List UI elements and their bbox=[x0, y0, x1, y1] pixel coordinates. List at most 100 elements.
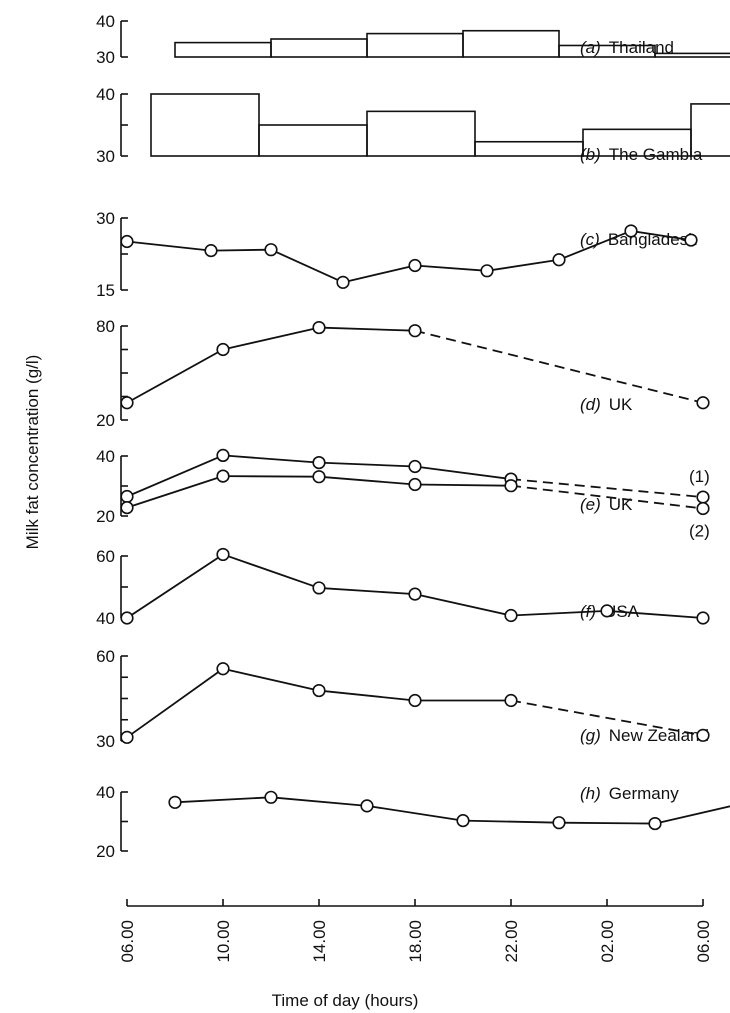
data-point bbox=[204, 244, 218, 258]
series-segment bbox=[210, 248, 272, 252]
panel-3: 80 20 (d) UK bbox=[96, 317, 710, 430]
data-point bbox=[120, 234, 134, 249]
data-point bbox=[648, 816, 662, 831]
data-point bbox=[504, 693, 518, 708]
panel-label: (h) Germany bbox=[580, 784, 679, 803]
panel-letter: (h) bbox=[580, 784, 601, 803]
series-segment bbox=[222, 667, 320, 692]
series-segment bbox=[126, 454, 224, 498]
data-point bbox=[600, 604, 614, 618]
x-axis: 06.00 10.00 14.00 18.00 22.00 02.00 06.00 bbox=[118, 899, 713, 963]
data-point bbox=[120, 396, 134, 410]
series-label: (1) bbox=[689, 467, 710, 486]
series-segment bbox=[318, 326, 416, 332]
series-segment bbox=[414, 329, 704, 404]
bar bbox=[258, 124, 368, 157]
y-tick-label: 60 bbox=[96, 647, 115, 666]
series-segment bbox=[174, 796, 272, 804]
bar bbox=[462, 29, 560, 58]
data-point bbox=[684, 233, 698, 247]
series-segment bbox=[510, 478, 704, 498]
series-segment bbox=[510, 699, 704, 737]
series-segment bbox=[558, 821, 656, 825]
y-tick-label: 60 bbox=[96, 547, 115, 566]
data-point bbox=[120, 611, 134, 625]
y-tick-label: 20 bbox=[96, 507, 115, 526]
series-segment bbox=[222, 326, 320, 351]
y-tick-label: 40 bbox=[96, 85, 115, 104]
data-point bbox=[696, 728, 710, 742]
series-segment bbox=[630, 230, 692, 241]
panel-letter: (b) bbox=[580, 145, 601, 164]
y-tick-label: 40 bbox=[96, 783, 115, 802]
panel-country: The Gambia bbox=[609, 145, 703, 164]
series-label: (2) bbox=[689, 522, 710, 541]
y-tick-label: 40 bbox=[96, 447, 115, 466]
series-segment bbox=[126, 240, 212, 252]
x-tick-label: 06.00 bbox=[694, 920, 713, 963]
bar bbox=[174, 41, 272, 58]
panel-letter: (e) bbox=[580, 495, 601, 514]
data-point bbox=[552, 816, 566, 830]
series-segment bbox=[510, 484, 704, 510]
data-point bbox=[312, 320, 326, 335]
data-point bbox=[408, 587, 422, 601]
series-segment bbox=[414, 483, 512, 487]
panel-label: (a) Thailand bbox=[580, 38, 674, 57]
panel-country: Thailand bbox=[609, 38, 674, 57]
series-segment bbox=[222, 454, 320, 464]
data-point bbox=[216, 662, 230, 676]
series-segment bbox=[318, 587, 416, 596]
bar bbox=[690, 103, 730, 157]
x-tick-label: 10.00 bbox=[214, 920, 233, 963]
data-point bbox=[552, 253, 566, 267]
data-point bbox=[312, 456, 326, 470]
data-point bbox=[360, 799, 374, 813]
data-point bbox=[216, 469, 230, 483]
y-tick-label: 30 bbox=[96, 48, 115, 67]
panel-0: 40 30 (a) Thailand bbox=[96, 12, 730, 67]
series-segment bbox=[558, 230, 632, 261]
panel-label: (d) UK bbox=[580, 395, 633, 414]
panel-7: 40 20 (h) Germany bbox=[96, 783, 730, 861]
series-segment bbox=[126, 475, 224, 509]
data-point bbox=[216, 547, 230, 562]
series-segment bbox=[366, 804, 464, 822]
series-segment bbox=[342, 264, 416, 284]
series-segment bbox=[126, 348, 224, 404]
panel-country: New Zealand bbox=[609, 726, 709, 745]
panel-1: 40 30 (b) The Gambia bbox=[96, 85, 730, 166]
panel-letter: (c) bbox=[580, 230, 600, 249]
data-point bbox=[264, 243, 278, 257]
series-segment bbox=[222, 553, 320, 589]
bar bbox=[150, 93, 260, 157]
panel-letter: (d) bbox=[580, 395, 601, 414]
y-tick-label: 20 bbox=[96, 842, 115, 861]
data-point bbox=[504, 479, 518, 493]
data-point bbox=[264, 790, 278, 804]
series-segment bbox=[318, 461, 416, 468]
x-tick-label: 22.00 bbox=[502, 920, 521, 963]
y-tick-label: 30 bbox=[96, 732, 115, 751]
series-segment bbox=[510, 609, 608, 617]
panel-label: (g) New Zealand bbox=[580, 726, 709, 745]
x-tick-label: 14.00 bbox=[310, 920, 329, 963]
panel-6: 60 30 (g) New Zealand bbox=[96, 647, 710, 751]
data-point bbox=[408, 693, 422, 708]
series-segment bbox=[270, 796, 368, 807]
series-segment bbox=[486, 258, 560, 272]
bar bbox=[474, 140, 584, 157]
series-segment bbox=[318, 689, 416, 702]
data-point bbox=[216, 342, 230, 357]
bar bbox=[366, 32, 464, 58]
y-tick-label: 40 bbox=[96, 609, 115, 628]
data-point bbox=[504, 608, 518, 623]
series-segment bbox=[606, 609, 704, 619]
bar bbox=[270, 38, 368, 58]
data-point bbox=[408, 477, 422, 492]
data-point bbox=[624, 224, 638, 238]
data-point bbox=[456, 814, 470, 828]
